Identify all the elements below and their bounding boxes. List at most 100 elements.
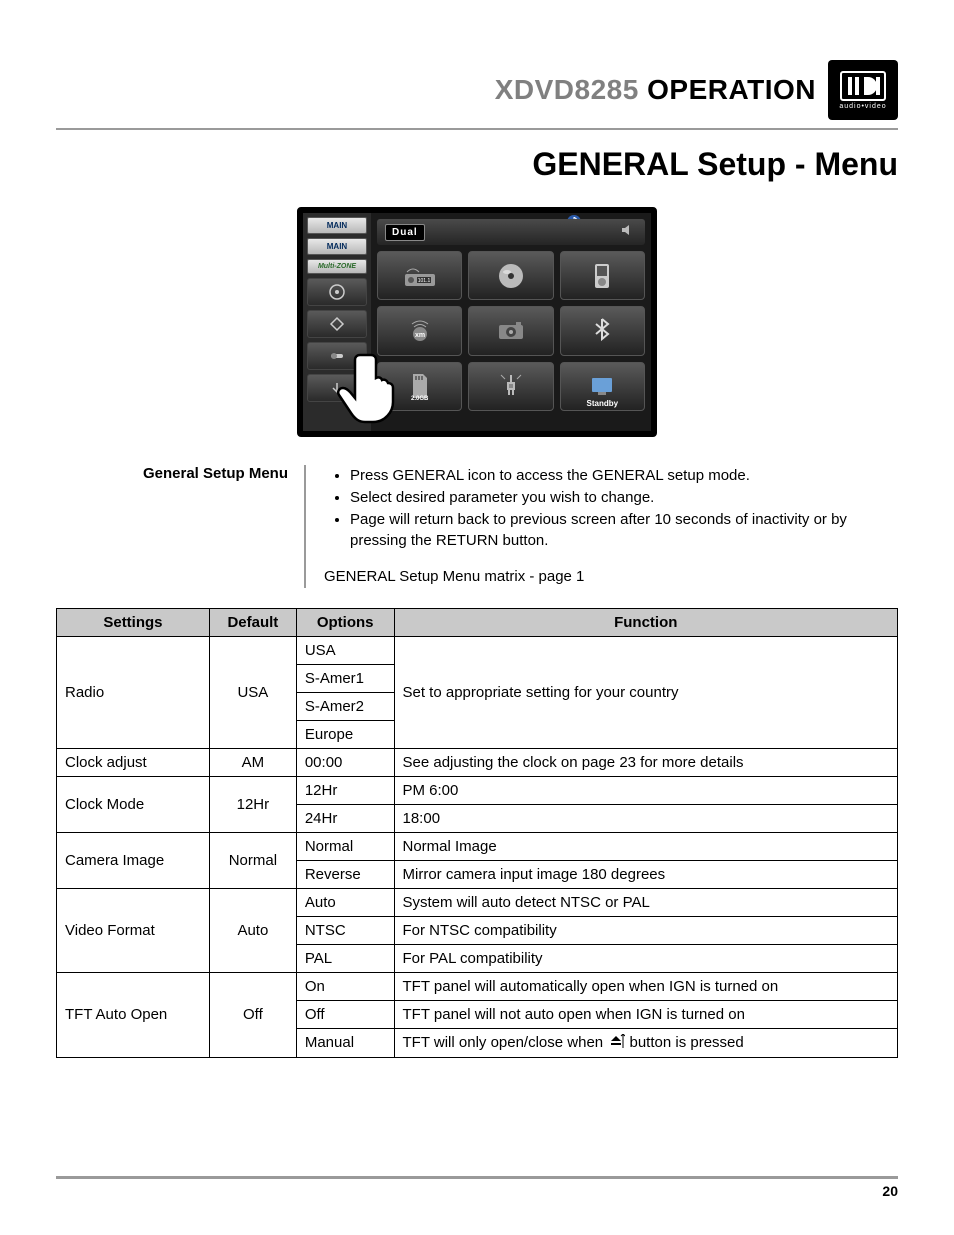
cell-option: NTSC: [296, 916, 394, 944]
menu-xm-icon[interactable]: xm: [377, 306, 462, 355]
instruction-item: Select desired parameter you wish to cha…: [350, 487, 878, 509]
cell-function: TFT will only open/close when button is …: [394, 1028, 898, 1057]
cell-option: PAL: [296, 944, 394, 972]
cell-setting: Clock adjust: [57, 748, 210, 776]
tft-manual-pre: TFT will only open/close when: [403, 1034, 608, 1051]
col-default: Default: [209, 608, 296, 636]
model-number: XDVD8285: [495, 74, 639, 105]
page-footer: 20: [56, 1176, 898, 1199]
cell-function: Normal Image: [394, 832, 898, 860]
cell-option: 00:00: [296, 748, 394, 776]
sidebar-disc-icon[interactable]: [307, 278, 367, 306]
section-title: GENERAL Setup - Menu: [56, 146, 898, 183]
speaker-icon: [621, 223, 637, 242]
cell-function: For PAL compatibility: [394, 944, 898, 972]
device-menu-grid: 101.1 xm 2.0GB: [377, 251, 645, 411]
cell-option: S-Amer2: [296, 692, 394, 720]
cell-setting: Radio: [57, 636, 210, 748]
sd-capacity-label: 2.0GB: [411, 396, 428, 402]
menu-camera-icon[interactable]: [468, 306, 553, 355]
cell-default: Off: [209, 972, 296, 1057]
svg-text:101.1: 101.1: [417, 278, 430, 284]
instruction-item: Press GENERAL icon to access the GENERAL…: [350, 465, 878, 487]
logo-subtitle: audio•video: [839, 103, 886, 110]
menu-standby-icon[interactable]: Standby: [560, 362, 645, 411]
cell-function: PM 6:00: [394, 776, 898, 804]
cell-function: Set to appropriate setting for your coun…: [394, 636, 898, 748]
table-row: TFT Auto Open Off On TFT panel will auto…: [57, 972, 898, 1000]
device-brand-badge: Dual: [385, 224, 425, 241]
menu-radio-icon[interactable]: 101.1: [377, 251, 462, 300]
header-divider: [56, 128, 898, 130]
menu-ipod-icon[interactable]: [560, 251, 645, 300]
table-row: Clock adjust AM 00:00 See adjusting the …: [57, 748, 898, 776]
cell-default: Normal: [209, 832, 296, 888]
cell-setting: Video Format: [57, 888, 210, 972]
instruction-item: Page will return back to previous screen…: [350, 509, 878, 553]
col-options: Options: [296, 608, 394, 636]
cell-function: See adjusting the clock on page 23 for m…: [394, 748, 898, 776]
eject-icon: [607, 1034, 625, 1052]
sidebar-tab-main[interactable]: MAIN: [307, 238, 367, 255]
device-screenshot: MAIN MAIN Multi-ZONE Dual: [56, 207, 898, 437]
operation-label: OPERATION: [647, 74, 816, 105]
cell-default: Auto: [209, 888, 296, 972]
cell-function: System will auto detect NTSC or PAL: [394, 888, 898, 916]
table-row: Video Format Auto Auto System will auto …: [57, 888, 898, 916]
menu-bluetooth-icon[interactable]: [560, 306, 645, 355]
cell-function: Mirror camera input image 180 degrees: [394, 860, 898, 888]
cell-default: 12Hr: [209, 776, 296, 832]
brand-logo: audio•video: [828, 60, 898, 120]
instructions-label: General Setup Menu: [136, 465, 306, 588]
menu-disc-icon[interactable]: [468, 251, 553, 300]
col-function: Function: [394, 608, 898, 636]
sidebar-down-icon[interactable]: [307, 374, 367, 402]
sidebar-tab-multizone[interactable]: Multi-ZONE: [307, 259, 367, 274]
settings-table: Settings Default Options Function Radio …: [56, 608, 898, 1058]
cell-option: S-Amer1: [296, 664, 394, 692]
dual-logo-icon: [840, 71, 886, 101]
sidebar-settings-icon[interactable]: [307, 342, 367, 370]
cell-setting: Clock Mode: [57, 776, 210, 832]
device-topbar: Dual: [377, 219, 645, 245]
header-title: XDVD8285 OPERATION: [495, 74, 816, 106]
cell-function: TFT panel will automatically open when I…: [394, 972, 898, 1000]
cell-option: On: [296, 972, 394, 1000]
menu-sd-icon[interactable]: 2.0GB: [377, 362, 462, 411]
cell-setting: Camera Image: [57, 832, 210, 888]
cell-setting: TFT Auto Open: [57, 972, 210, 1057]
table-row: Clock Mode 12Hr 12Hr PM 6:00: [57, 776, 898, 804]
menu-aux-icon[interactable]: [468, 362, 553, 411]
cell-option: Europe: [296, 720, 394, 748]
col-settings: Settings: [57, 608, 210, 636]
device-main: Dual 101.1 xm: [371, 213, 651, 431]
page-header: XDVD8285 OPERATION audio•video: [56, 60, 898, 120]
table-row: Camera Image Normal Normal Normal Image: [57, 832, 898, 860]
cell-option: 24Hr: [296, 804, 394, 832]
cell-default: USA: [209, 636, 296, 748]
cell-function: For NTSC compatibility: [394, 916, 898, 944]
cell-default: AM: [209, 748, 296, 776]
cell-option: USA: [296, 636, 394, 664]
cell-option: Normal: [296, 832, 394, 860]
tft-manual-post: button is pressed: [625, 1034, 743, 1051]
footer-divider: [56, 1176, 898, 1179]
device-sidebar: MAIN MAIN Multi-ZONE: [303, 213, 371, 431]
cell-option: Off: [296, 1000, 394, 1028]
svg-text:xm: xm: [415, 332, 425, 339]
cell-function: 18:00: [394, 804, 898, 832]
page-number: 20: [56, 1183, 898, 1199]
cell-option: Reverse: [296, 860, 394, 888]
instructions-list: Press GENERAL icon to access the GENERAL…: [324, 465, 878, 552]
standby-label: Standby: [587, 399, 619, 408]
matrix-caption: GENERAL Setup Menu matrix - page 1: [324, 566, 878, 588]
instructions-content: Press GENERAL icon to access the GENERAL…: [324, 465, 878, 588]
instructions-block: General Setup Menu Press GENERAL icon to…: [136, 465, 878, 588]
cell-function: TFT panel will not auto open when IGN is…: [394, 1000, 898, 1028]
cell-option: Manual: [296, 1028, 394, 1057]
device-screen: MAIN MAIN Multi-ZONE Dual: [297, 207, 657, 437]
table-header-row: Settings Default Options Function: [57, 608, 898, 636]
sidebar-tab-main[interactable]: MAIN: [307, 217, 367, 234]
sidebar-nav-icon[interactable]: [307, 310, 367, 338]
cell-option: 12Hr: [296, 776, 394, 804]
